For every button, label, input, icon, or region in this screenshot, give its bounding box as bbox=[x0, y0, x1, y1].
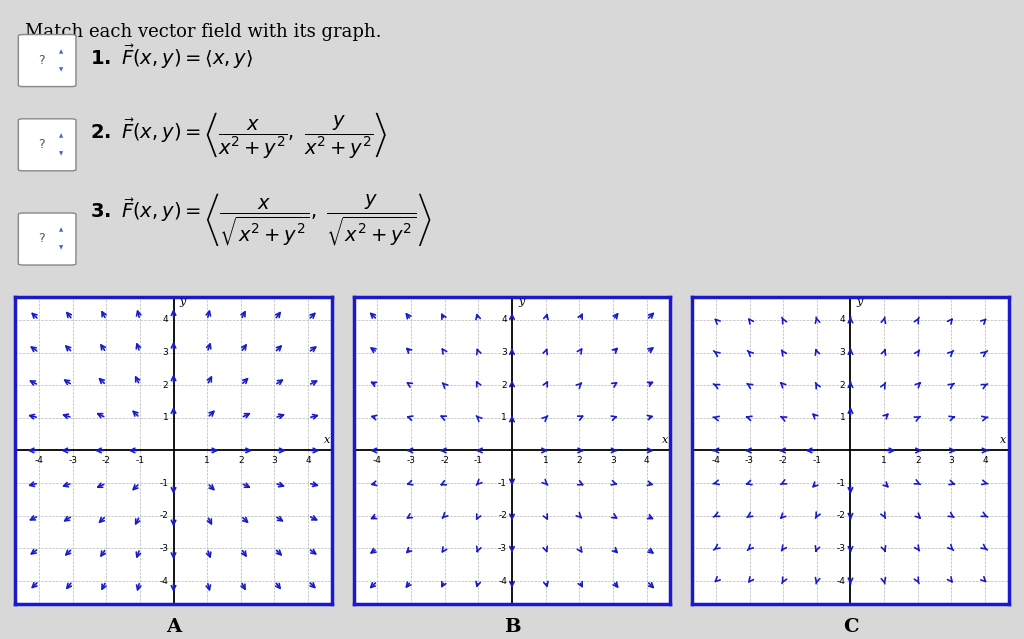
Text: A: A bbox=[166, 618, 181, 636]
Text: -1: -1 bbox=[837, 479, 846, 488]
Text: ▲: ▲ bbox=[59, 49, 63, 54]
Text: y: y bbox=[179, 297, 185, 307]
Text: ?: ? bbox=[38, 138, 45, 151]
Text: ▼: ▼ bbox=[59, 151, 63, 157]
Text: 4: 4 bbox=[982, 456, 988, 465]
Text: -3: -3 bbox=[160, 544, 169, 553]
Text: -3: -3 bbox=[745, 456, 754, 465]
Text: -2: -2 bbox=[101, 456, 111, 465]
Text: -4: -4 bbox=[160, 576, 169, 585]
Text: x: x bbox=[1000, 435, 1007, 445]
Text: -4: -4 bbox=[712, 456, 720, 465]
Text: 2: 2 bbox=[577, 456, 582, 465]
Text: -1: -1 bbox=[135, 456, 144, 465]
Text: -4: -4 bbox=[498, 576, 507, 585]
Text: C: C bbox=[843, 618, 858, 636]
Text: ▼: ▼ bbox=[59, 245, 63, 250]
Text: 1: 1 bbox=[840, 413, 846, 422]
Text: x: x bbox=[324, 435, 330, 445]
Text: Match each vector field with its graph.: Match each vector field with its graph. bbox=[26, 24, 382, 42]
Text: 4: 4 bbox=[644, 456, 649, 465]
Text: ▼: ▼ bbox=[59, 67, 63, 72]
Text: $\mathbf{2.}\ \vec{F}(x, y) = \left\langle \dfrac{x}{x^2 + y^2},\ \dfrac{y}{x^2 : $\mathbf{2.}\ \vec{F}(x, y) = \left\lang… bbox=[90, 110, 387, 160]
Text: y: y bbox=[856, 297, 863, 307]
Text: ?: ? bbox=[38, 54, 45, 67]
Text: -3: -3 bbox=[498, 544, 507, 553]
Text: 4: 4 bbox=[502, 316, 507, 325]
Text: y: y bbox=[518, 297, 524, 307]
Text: 3: 3 bbox=[271, 456, 278, 465]
Text: -2: -2 bbox=[440, 456, 450, 465]
Text: 1: 1 bbox=[882, 456, 887, 465]
Text: 1: 1 bbox=[501, 413, 507, 422]
Text: -1: -1 bbox=[498, 479, 507, 488]
Text: -2: -2 bbox=[498, 511, 507, 520]
Text: 2: 2 bbox=[238, 456, 244, 465]
Text: -3: -3 bbox=[837, 544, 846, 553]
Text: -1: -1 bbox=[160, 479, 169, 488]
Text: x: x bbox=[662, 435, 669, 445]
Text: 4: 4 bbox=[163, 316, 169, 325]
Text: -3: -3 bbox=[407, 456, 416, 465]
Text: ▲: ▲ bbox=[59, 227, 63, 233]
Text: 3: 3 bbox=[610, 456, 615, 465]
Text: -1: -1 bbox=[812, 456, 821, 465]
Text: -4: -4 bbox=[837, 576, 846, 585]
Text: 3: 3 bbox=[948, 456, 954, 465]
Text: 3: 3 bbox=[501, 348, 507, 357]
Text: 2: 2 bbox=[840, 381, 846, 390]
FancyBboxPatch shape bbox=[18, 35, 76, 87]
Text: -3: -3 bbox=[68, 456, 77, 465]
Text: 2: 2 bbox=[915, 456, 921, 465]
Text: -2: -2 bbox=[837, 511, 846, 520]
Text: 2: 2 bbox=[163, 381, 169, 390]
Text: 1: 1 bbox=[543, 456, 549, 465]
Text: 1: 1 bbox=[205, 456, 210, 465]
Text: 3: 3 bbox=[840, 348, 846, 357]
Text: 4: 4 bbox=[840, 316, 846, 325]
Text: $\mathbf{3.}\ \vec{F}(x, y) = \left\langle \dfrac{x}{\sqrt{x^2 + y^2}},\ \dfrac{: $\mathbf{3.}\ \vec{F}(x, y) = \left\lang… bbox=[90, 190, 432, 248]
Text: -2: -2 bbox=[160, 511, 169, 520]
Text: -4: -4 bbox=[35, 456, 43, 465]
Text: B: B bbox=[504, 618, 520, 636]
Text: 4: 4 bbox=[305, 456, 311, 465]
Text: $\mathbf{1.}\ \vec{F}(x, y) = \langle x, y \rangle$: $\mathbf{1.}\ \vec{F}(x, y) = \langle x,… bbox=[90, 43, 253, 71]
FancyBboxPatch shape bbox=[18, 119, 76, 171]
Text: ▲: ▲ bbox=[59, 134, 63, 139]
Text: -1: -1 bbox=[474, 456, 483, 465]
Text: 3: 3 bbox=[163, 348, 169, 357]
Text: 1: 1 bbox=[163, 413, 169, 422]
Text: 2: 2 bbox=[502, 381, 507, 390]
Text: ?: ? bbox=[38, 233, 45, 245]
FancyBboxPatch shape bbox=[18, 213, 76, 265]
Text: -4: -4 bbox=[373, 456, 382, 465]
Text: -2: -2 bbox=[778, 456, 787, 465]
